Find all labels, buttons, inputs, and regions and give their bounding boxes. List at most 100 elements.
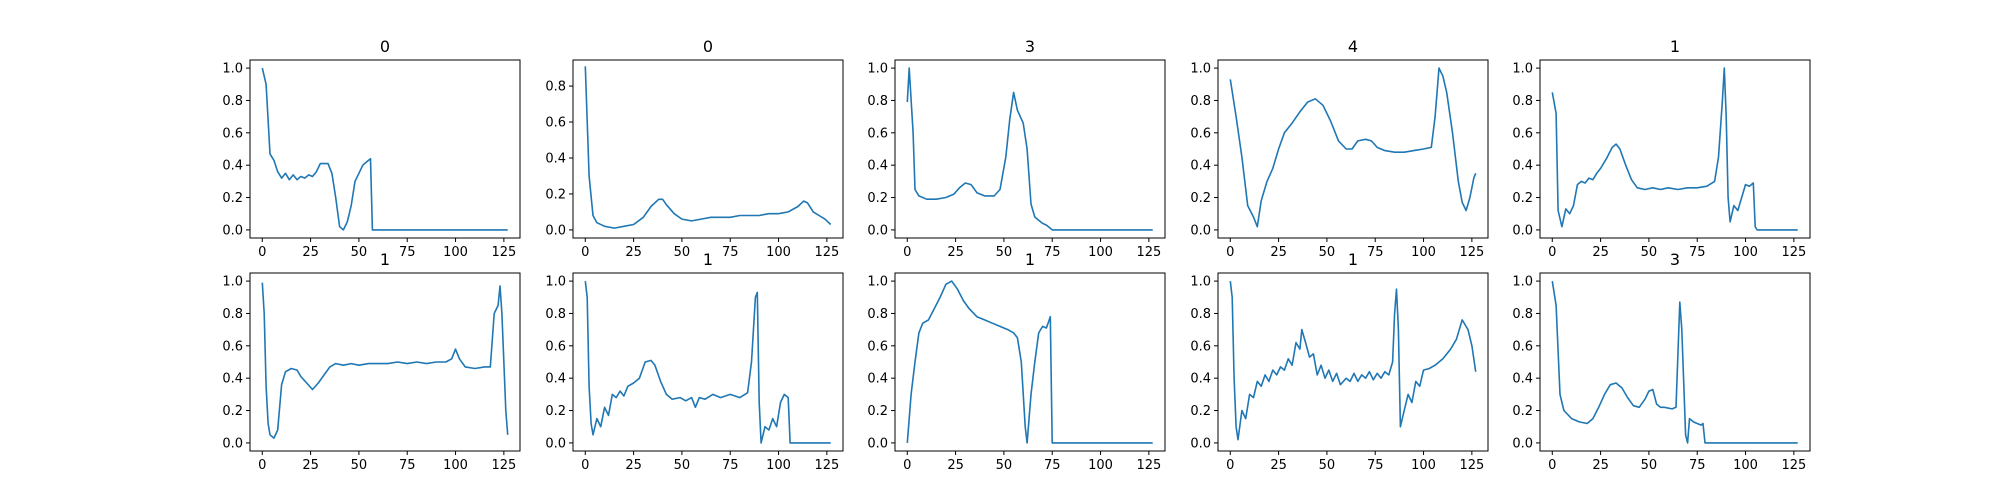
y-tick-label: 0.8 — [222, 307, 243, 322]
x-tick-label: 75 — [1689, 458, 1706, 473]
axes-frame — [894, 59, 1166, 239]
series-line — [261, 67, 508, 231]
y-tick-label: 0.8 — [867, 307, 888, 322]
y-tick-label: 0.0 — [1512, 223, 1533, 238]
y-tick-label: 0.8 — [867, 94, 888, 109]
y-tick-label: 0.0 — [1512, 436, 1533, 451]
axes-frame — [1539, 272, 1811, 452]
y-tick-label: 1.0 — [1512, 275, 1533, 290]
y-tick-label: 1.0 — [1190, 62, 1211, 77]
panel-title: 1 — [1025, 250, 1035, 269]
x-tick-label: 100 — [766, 245, 791, 260]
panel-title: 1 — [380, 250, 390, 269]
x-tick-label: 100 — [443, 245, 468, 260]
series-line — [906, 67, 1153, 231]
y-tick-label: 1.0 — [1190, 275, 1211, 290]
panel-title: 0 — [703, 37, 713, 56]
x-tick-label: 75 — [1044, 245, 1061, 260]
x-tick-label: 75 — [1689, 245, 1706, 260]
y-tick-label: 0.8 — [1512, 307, 1533, 322]
panel-2: 0 0 25 50 75 100 125 0.0 0.2 0.4 0.6 0.8 — [545, 37, 844, 260]
x-tick-label: 0 — [903, 245, 911, 260]
y-tick-label: 0.6 — [1512, 126, 1533, 141]
y-tick-label: 0.6 — [1512, 339, 1533, 354]
panel-8: 1 0 25 50 75 100 125 0.0 0.2 0.4 0.6 0.8 1.0 — [867, 250, 1166, 473]
axes-frame — [894, 272, 1166, 452]
series-line — [261, 282, 509, 439]
y-tick-label: 0.6 — [545, 116, 566, 131]
x-tick-label: 0 — [1226, 458, 1234, 473]
panel-title: 1 — [1348, 250, 1358, 269]
y-tick-label: 0.2 — [867, 404, 888, 419]
x-tick-label: 100 — [443, 458, 468, 473]
y-tick-label: 0.4 — [222, 372, 243, 387]
x-tick-label: 50 — [674, 245, 691, 260]
x-tick-label: 50 — [1641, 458, 1658, 473]
axes-frame — [1217, 272, 1489, 452]
y-tick-label: 0.4 — [545, 151, 566, 166]
x-tick-label: 100 — [766, 458, 791, 473]
series-line — [906, 280, 1153, 444]
series-line — [1229, 281, 1477, 441]
y-tick-label: 0.2 — [1512, 191, 1533, 206]
panel-7: 1 0 25 50 75 100 125 0.0 0.2 0.4 0.6 0.8 1.0 — [545, 250, 844, 473]
y-tick-label: 0.2 — [1190, 404, 1211, 419]
x-tick-label: 0 — [1548, 245, 1556, 260]
y-tick-label: 1.0 — [1512, 62, 1533, 77]
x-tick-label: 125 — [1136, 458, 1161, 473]
x-tick-label: 50 — [1319, 245, 1336, 260]
y-tick-label: 0.4 — [1190, 372, 1211, 387]
y-tick-label: 0.4 — [222, 159, 243, 174]
x-tick-label: 125 — [491, 458, 516, 473]
panel-10: 3 0 25 50 75 100 125 0.0 0.2 0.4 0.6 0.8 1.0 — [1512, 250, 1811, 473]
x-tick-label: 125 — [814, 458, 839, 473]
x-tick-label: 100 — [1733, 245, 1758, 260]
x-tick-label: 100 — [1088, 245, 1113, 260]
y-tick-label: 0.0 — [545, 436, 566, 451]
axes-frame — [572, 272, 844, 452]
y-tick-label: 0.0 — [867, 436, 888, 451]
series-line — [1229, 67, 1477, 228]
y-tick-label: 0.8 — [545, 80, 566, 95]
x-tick-label: 125 — [491, 245, 516, 260]
series-line — [1551, 280, 1798, 444]
x-tick-label: 125 — [1136, 245, 1161, 260]
x-tick-label: 0 — [1548, 458, 1556, 473]
x-tick-label: 75 — [722, 245, 739, 260]
x-tick-label: 0 — [581, 458, 589, 473]
x-tick-label: 100 — [1733, 458, 1758, 473]
y-tick-label: 0.6 — [545, 339, 566, 354]
x-tick-label: 75 — [1044, 458, 1061, 473]
panel-9: 1 0 25 50 75 100 125 0.0 0.2 0.4 0.6 0.8 1.0 — [1190, 250, 1489, 473]
x-tick-label: 0 — [258, 458, 266, 473]
y-tick-label: 0.6 — [1190, 126, 1211, 141]
x-tick-label: 50 — [1641, 245, 1658, 260]
y-tick-label: 0.8 — [1512, 94, 1533, 109]
x-tick-label: 100 — [1088, 458, 1113, 473]
y-tick-label: 0.2 — [867, 191, 888, 206]
x-tick-label: 0 — [581, 245, 589, 260]
x-tick-label: 25 — [947, 245, 964, 260]
y-tick-label: 0.2 — [1512, 404, 1533, 419]
y-tick-label: 0.8 — [1190, 307, 1211, 322]
y-tick-label: 0.8 — [545, 307, 566, 322]
y-tick-label: 0.2 — [545, 404, 566, 419]
axes-frame — [1539, 59, 1811, 239]
x-tick-label: 25 — [625, 245, 642, 260]
y-tick-label: 0.2 — [545, 187, 566, 202]
panel-title: 1 — [1670, 37, 1680, 56]
y-tick-label: 1.0 — [222, 275, 243, 290]
x-tick-label: 125 — [814, 245, 839, 260]
x-tick-label: 25 — [302, 245, 319, 260]
y-tick-label: 0.4 — [545, 372, 566, 387]
panel-3: 3 0 25 50 75 100 125 0.0 0.2 0.4 0.6 0.8 1.0 — [867, 37, 1166, 260]
x-tick-label: 25 — [1592, 245, 1609, 260]
x-tick-label: 50 — [351, 458, 368, 473]
panel-title: 3 — [1025, 37, 1035, 56]
axes-frame — [249, 59, 521, 239]
x-tick-label: 50 — [996, 245, 1013, 260]
y-tick-label: 0.8 — [1190, 94, 1211, 109]
y-tick-label: 0.2 — [222, 404, 243, 419]
x-tick-label: 25 — [1270, 458, 1287, 473]
